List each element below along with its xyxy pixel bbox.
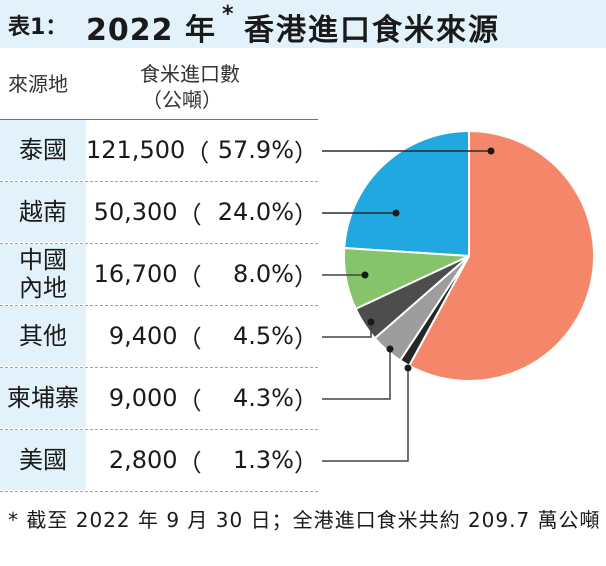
value-cell: 50,300 （ 24.0%）: [86, 182, 318, 242]
paren-close: ）: [294, 200, 318, 229]
import-value: 16,700: [93, 260, 178, 288]
footnote-mark: *: [222, 2, 234, 27]
table-row: 泰國 121,500 （57.9%）: [0, 120, 318, 180]
paren-close: ）: [294, 262, 318, 291]
import-value: 9,400: [108, 322, 178, 350]
table-row: 越南 50,300 （ 24.0%）: [0, 182, 318, 242]
row-separator: [0, 243, 318, 244]
value-cell: 9,400 （ 4.5%）: [86, 306, 318, 366]
row-separator: [0, 181, 318, 182]
import-value: 50,300: [93, 198, 178, 226]
paren-open: （: [177, 448, 202, 477]
paren-open: （: [177, 262, 202, 291]
row-separator: [0, 305, 318, 306]
row-separator: [0, 119, 318, 120]
category-label: 越南: [0, 182, 86, 242]
paren-open: （: [185, 138, 210, 167]
paren-close: ）: [294, 448, 318, 477]
title-bar: 表1： 2022 年 * 香港進口食米來源: [0, 0, 606, 48]
import-value: 2,800: [108, 446, 178, 474]
footnote: * 截至 2022 年 9 月 30 日；全港進口食米共約 209.7 萬公噸: [8, 508, 601, 532]
paren-open: （: [177, 200, 202, 229]
paren-close: ）: [294, 138, 318, 167]
row-separator: [0, 367, 318, 368]
row-separator: [0, 491, 318, 492]
leader-line: [322, 349, 391, 400]
category-label: 泰國: [0, 120, 86, 180]
header-quantity: 食米進口數: [140, 62, 240, 86]
leader-dot: [367, 318, 375, 326]
value-cell: 16,700 （ 8.0%）: [86, 244, 318, 304]
table-row: 美國 2,800 （ 1.3%）: [0, 430, 318, 490]
value-cell: 121,500 （57.9%）: [86, 120, 318, 180]
category-label: 其他: [0, 306, 86, 366]
pie-slice: [407, 129, 595, 382]
paren-close: ）: [294, 324, 318, 353]
category-label: 中國 內地: [0, 244, 86, 304]
percent-value: 1.3%: [233, 446, 294, 474]
table-number: 表1：: [8, 15, 68, 40]
percent-value: 24.0%: [217, 198, 294, 226]
leader-dot: [386, 345, 394, 353]
value-cell: 9,000 （ 4.3%）: [86, 368, 318, 428]
table-row: 柬埔寨 9,000 （ 4.3%）: [0, 368, 318, 428]
category-label: 柬埔寨: [0, 368, 86, 428]
import-value: 9,000: [108, 384, 178, 412]
row-separator: [0, 429, 318, 430]
table-row: 中國 內地 16,700 （ 8.0%）: [0, 244, 318, 304]
paren-open: （: [177, 386, 202, 415]
leader-dot: [361, 271, 369, 279]
percent-value: 8.0%: [233, 260, 294, 288]
leader-line: [322, 322, 372, 338]
header-unit: （公噸）: [142, 88, 222, 112]
table-row: 其他 9,400 （ 4.5%）: [0, 306, 318, 366]
pie-slice: [343, 129, 470, 258]
header-origin: 來源地: [8, 72, 68, 96]
title-year: 2022 年: [86, 13, 216, 48]
percent-value: 4.3%: [233, 384, 294, 412]
percent-value: 4.5%: [233, 322, 294, 350]
chart-title: 香港進口食米來源: [244, 13, 500, 48]
percent-value: 57.9%: [217, 136, 294, 164]
value-cell: 2,800 （ 1.3%）: [86, 430, 318, 490]
paren-close: ）: [294, 386, 318, 415]
leader-line: [322, 368, 409, 462]
import-value: 121,500: [86, 136, 186, 164]
leader-dot: [404, 364, 412, 372]
leader-dot: [487, 147, 495, 155]
paren-open: （: [177, 324, 202, 353]
leader-dot: [392, 209, 400, 217]
category-label: 美國: [0, 430, 86, 490]
